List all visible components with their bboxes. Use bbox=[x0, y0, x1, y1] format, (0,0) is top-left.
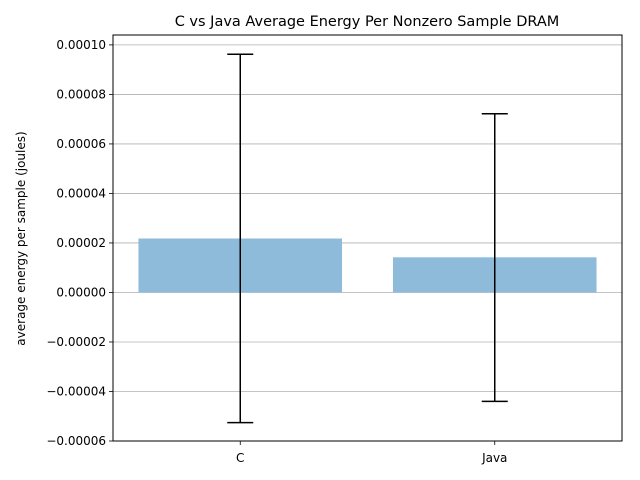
axes-frame bbox=[112, 34, 623, 442]
y-tick-label: 0.00002 bbox=[56, 236, 106, 250]
y-tick-label: −0.00002 bbox=[46, 335, 106, 349]
y-tick-label: 0.00006 bbox=[56, 137, 106, 151]
x-tick-label: Java bbox=[481, 451, 507, 465]
y-tick-label: 0.00004 bbox=[56, 186, 106, 200]
x-tick-label: C bbox=[236, 451, 244, 465]
y-tick-label: 0.00010 bbox=[56, 38, 106, 52]
y-tick-label: 0.00008 bbox=[56, 87, 106, 101]
plot-area: −0.00006 −0.00004 −0.00002 0.00000 0.00002 0.… bbox=[46, 34, 623, 465]
y-tick-label: −0.00006 bbox=[46, 434, 106, 448]
chart-title: C vs Java Average Energy Per Nonzero Sam… bbox=[175, 14, 560, 30]
y-axis-label: average energy per sample (joules) bbox=[14, 131, 28, 345]
y-tick-label: −0.00004 bbox=[46, 384, 106, 398]
y-tick-label: 0.00000 bbox=[56, 285, 106, 299]
